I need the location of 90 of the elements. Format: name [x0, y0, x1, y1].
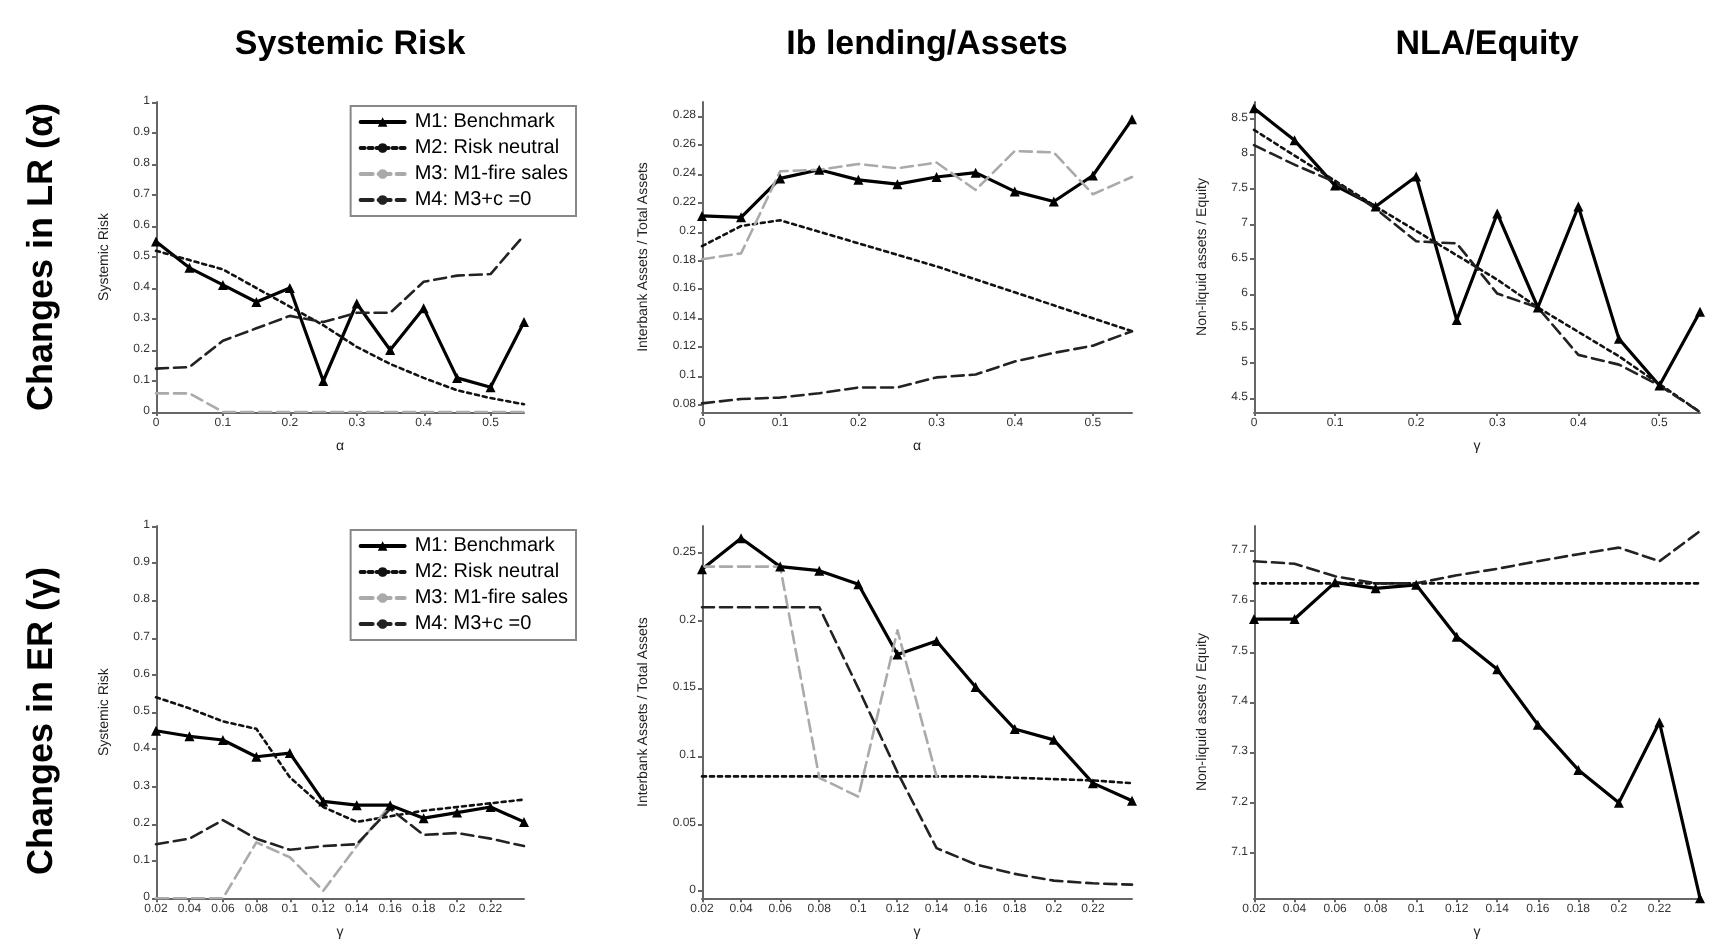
point: [853, 174, 864, 185]
legend-label: M3: M1-fire sales: [414, 587, 569, 609]
point: [1289, 614, 1300, 625]
legend-label: M4: M3+c =0: [414, 189, 533, 211]
point: [775, 561, 786, 572]
point: [1249, 103, 1259, 114]
point: [736, 533, 747, 544]
point: [251, 751, 262, 762]
point: [418, 813, 429, 824]
point: [452, 807, 463, 818]
line-series: [154, 695, 526, 824]
point: [1087, 778, 1098, 789]
line-series: [154, 249, 526, 406]
legend-label: M1: Benchmark: [414, 111, 557, 133]
legend-label: M1: Benchmark: [414, 535, 557, 557]
point: [736, 212, 747, 223]
point: [1087, 170, 1098, 181]
point: [1009, 186, 1020, 197]
point: [1370, 201, 1381, 212]
point: [1613, 333, 1624, 344]
line-series: [700, 605, 1134, 886]
point: [418, 303, 429, 314]
legend-label: M2: Risk neutral: [414, 561, 560, 583]
point: [1289, 135, 1300, 146]
point: [251, 296, 262, 307]
point: [931, 636, 942, 647]
line-series: [700, 149, 1134, 261]
point: [892, 179, 903, 190]
point: [1654, 717, 1665, 728]
point: [485, 802, 496, 813]
point: [1330, 577, 1341, 588]
point: [284, 283, 295, 293]
point: [970, 682, 981, 693]
point: [318, 796, 329, 807]
point: [892, 649, 903, 660]
legend-label: M3: M1-fire sales: [414, 163, 569, 185]
point: [1370, 583, 1381, 594]
point: [151, 725, 161, 736]
point: [931, 171, 942, 182]
point: [184, 262, 195, 273]
point: [814, 164, 825, 175]
point: [485, 382, 496, 393]
chart-title: NLA/Equity: [1395, 24, 1580, 62]
point: [970, 167, 981, 178]
point: [1127, 795, 1137, 806]
point: [1411, 171, 1422, 182]
point: [1048, 734, 1059, 745]
point: [1532, 719, 1543, 730]
point: [1451, 631, 1462, 642]
point: [697, 564, 707, 575]
point: [385, 345, 396, 355]
chart-title: Systemic Risk: [234, 24, 467, 62]
point: [184, 731, 195, 742]
text: Changes in LR (α): [20, 102, 60, 412]
point: [318, 376, 329, 386]
point: [775, 173, 786, 184]
point: [1492, 208, 1503, 219]
point: [1532, 302, 1543, 313]
legend-label: M2: Risk neutral: [414, 137, 560, 159]
point: [217, 735, 228, 746]
point: [697, 210, 707, 221]
point: [151, 236, 161, 247]
point: [1573, 201, 1584, 212]
legend-label: M4: M3+c =0: [414, 613, 533, 635]
point: [853, 579, 864, 590]
point: [351, 800, 362, 811]
point: [1695, 893, 1705, 904]
point: [1613, 797, 1624, 808]
point: [1127, 114, 1137, 125]
point: [351, 298, 362, 309]
point: [284, 748, 295, 759]
line-series: [700, 329, 1134, 405]
point: [519, 317, 529, 328]
point: [519, 816, 529, 827]
point: [1695, 306, 1705, 317]
point: [814, 565, 825, 576]
line-series: [700, 218, 1134, 333]
text: Changes in ER (γ): [20, 566, 60, 876]
point: [452, 372, 463, 383]
point: [1009, 724, 1020, 735]
point: [385, 800, 396, 811]
point: [1492, 664, 1503, 675]
chart-title: Ib lending/Assets: [786, 24, 1068, 62]
point: [1654, 380, 1665, 391]
line-series: [154, 234, 526, 370]
point: [1411, 579, 1422, 590]
point: [1330, 180, 1341, 191]
point: [1249, 614, 1259, 625]
point: [217, 279, 228, 290]
point: [1048, 196, 1059, 207]
